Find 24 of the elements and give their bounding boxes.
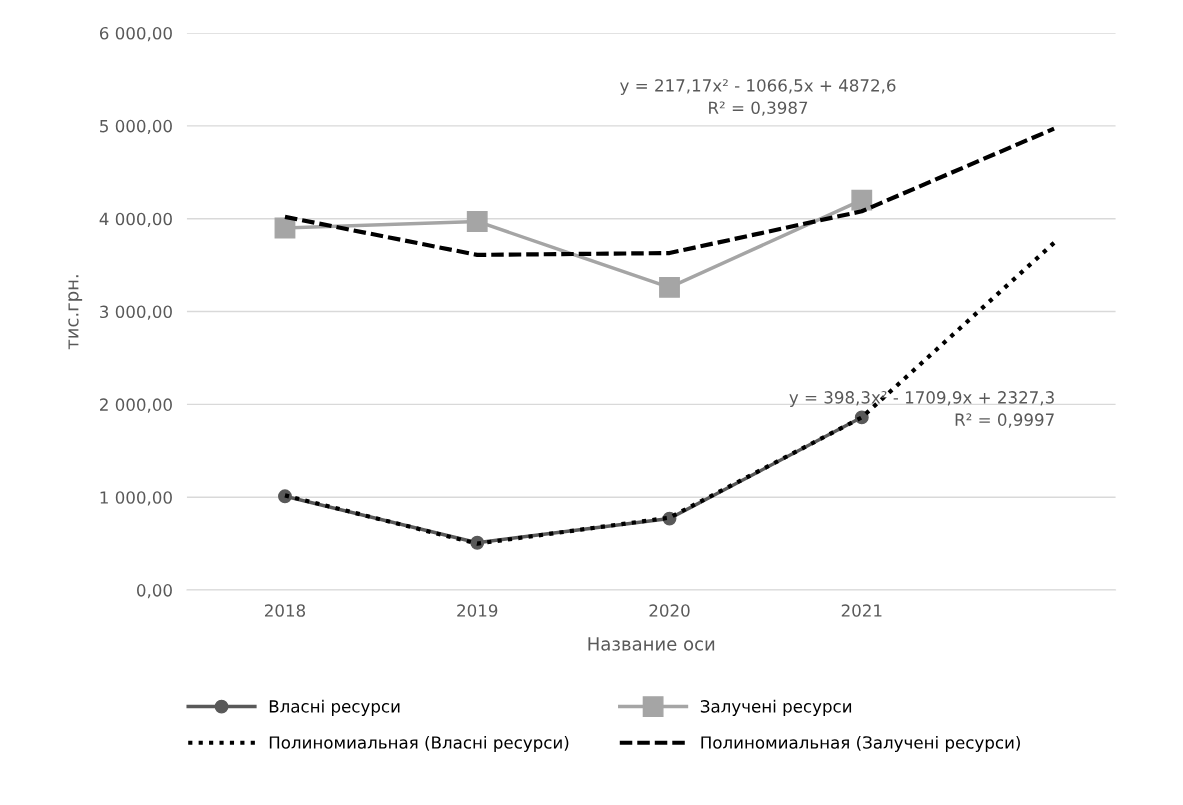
legend-label: Полиномиальная (Власні ресурси) xyxy=(269,735,569,753)
x-tick-label: 2021 xyxy=(841,604,882,617)
y-tick-label: 0,00 xyxy=(137,584,172,599)
x-tick-label: 2020 xyxy=(649,604,690,617)
y-tick-label: 5 000,00 xyxy=(100,119,172,135)
annotation: y = 398,3x² - 1709,9x + 2327,3 xyxy=(789,391,1054,407)
annotation: R² = 0,9997 xyxy=(955,413,1054,428)
x-tick-label: 2018 xyxy=(264,604,306,617)
legend-label: Власні ресурси xyxy=(269,699,400,716)
y-tick-label: 6 000,00 xyxy=(99,26,172,42)
annotation: R² = 0,3987 xyxy=(709,101,808,116)
y-tick-label: 2 000,00 xyxy=(100,398,172,413)
legend-label: Залучені ресурси xyxy=(700,699,852,716)
annotation: y = 217,17x² - 1066,5x + 4872,6 xyxy=(620,79,896,95)
point xyxy=(851,189,873,211)
x-tick-label: 2019 xyxy=(457,604,498,617)
y-tick-label: 3 000,00 xyxy=(100,305,172,320)
point xyxy=(659,276,680,298)
y-tick-label: 1 000,00 xyxy=(100,491,172,506)
y-axis-title: тис.грн. xyxy=(68,275,83,350)
point xyxy=(466,211,488,232)
x-axis-title: Название оси xyxy=(588,637,715,651)
y-tick-label: 4 000,00 xyxy=(99,212,172,227)
legend-label: Полиномиальная (Залучені ресурси) xyxy=(701,735,1020,753)
